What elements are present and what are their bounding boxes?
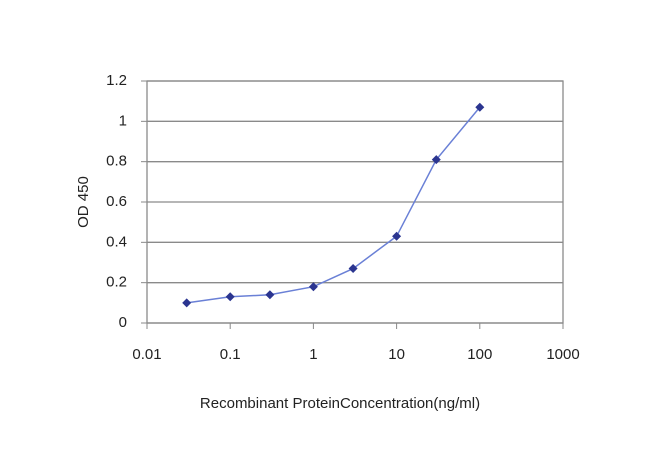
x-tick-label: 10 bbox=[388, 346, 405, 363]
y-tick-label: 0.8 bbox=[106, 153, 127, 170]
data-point bbox=[308, 282, 318, 292]
data-point bbox=[475, 102, 485, 112]
y-tick-label: 1 bbox=[119, 112, 127, 129]
series-line bbox=[186, 106, 481, 304]
x-axis-label: Recombinant ProteinConcentration(ng/ml) bbox=[200, 395, 480, 412]
x-tick-label: 1000 bbox=[546, 346, 579, 363]
y-axis-label: OD 450 bbox=[75, 176, 92, 228]
data-point bbox=[225, 292, 235, 302]
x-tick-label: 0.01 bbox=[132, 346, 161, 363]
y-tick-label: 0.4 bbox=[106, 233, 127, 250]
data-point bbox=[348, 264, 358, 274]
x-tick-label: 1 bbox=[309, 346, 317, 363]
data-point bbox=[182, 298, 192, 308]
data-point bbox=[392, 231, 402, 241]
y-tick-label: 0 bbox=[119, 314, 127, 331]
x-tick-label: 100 bbox=[467, 346, 492, 363]
y-tick-label: 0.6 bbox=[106, 193, 127, 210]
data-point bbox=[431, 155, 441, 165]
x-tick-label: 0.1 bbox=[220, 346, 241, 363]
y-tick-label: 1.2 bbox=[106, 72, 127, 89]
y-tick-label: 0.2 bbox=[106, 274, 127, 291]
plot-border bbox=[146, 80, 564, 324]
data-point bbox=[265, 290, 275, 300]
